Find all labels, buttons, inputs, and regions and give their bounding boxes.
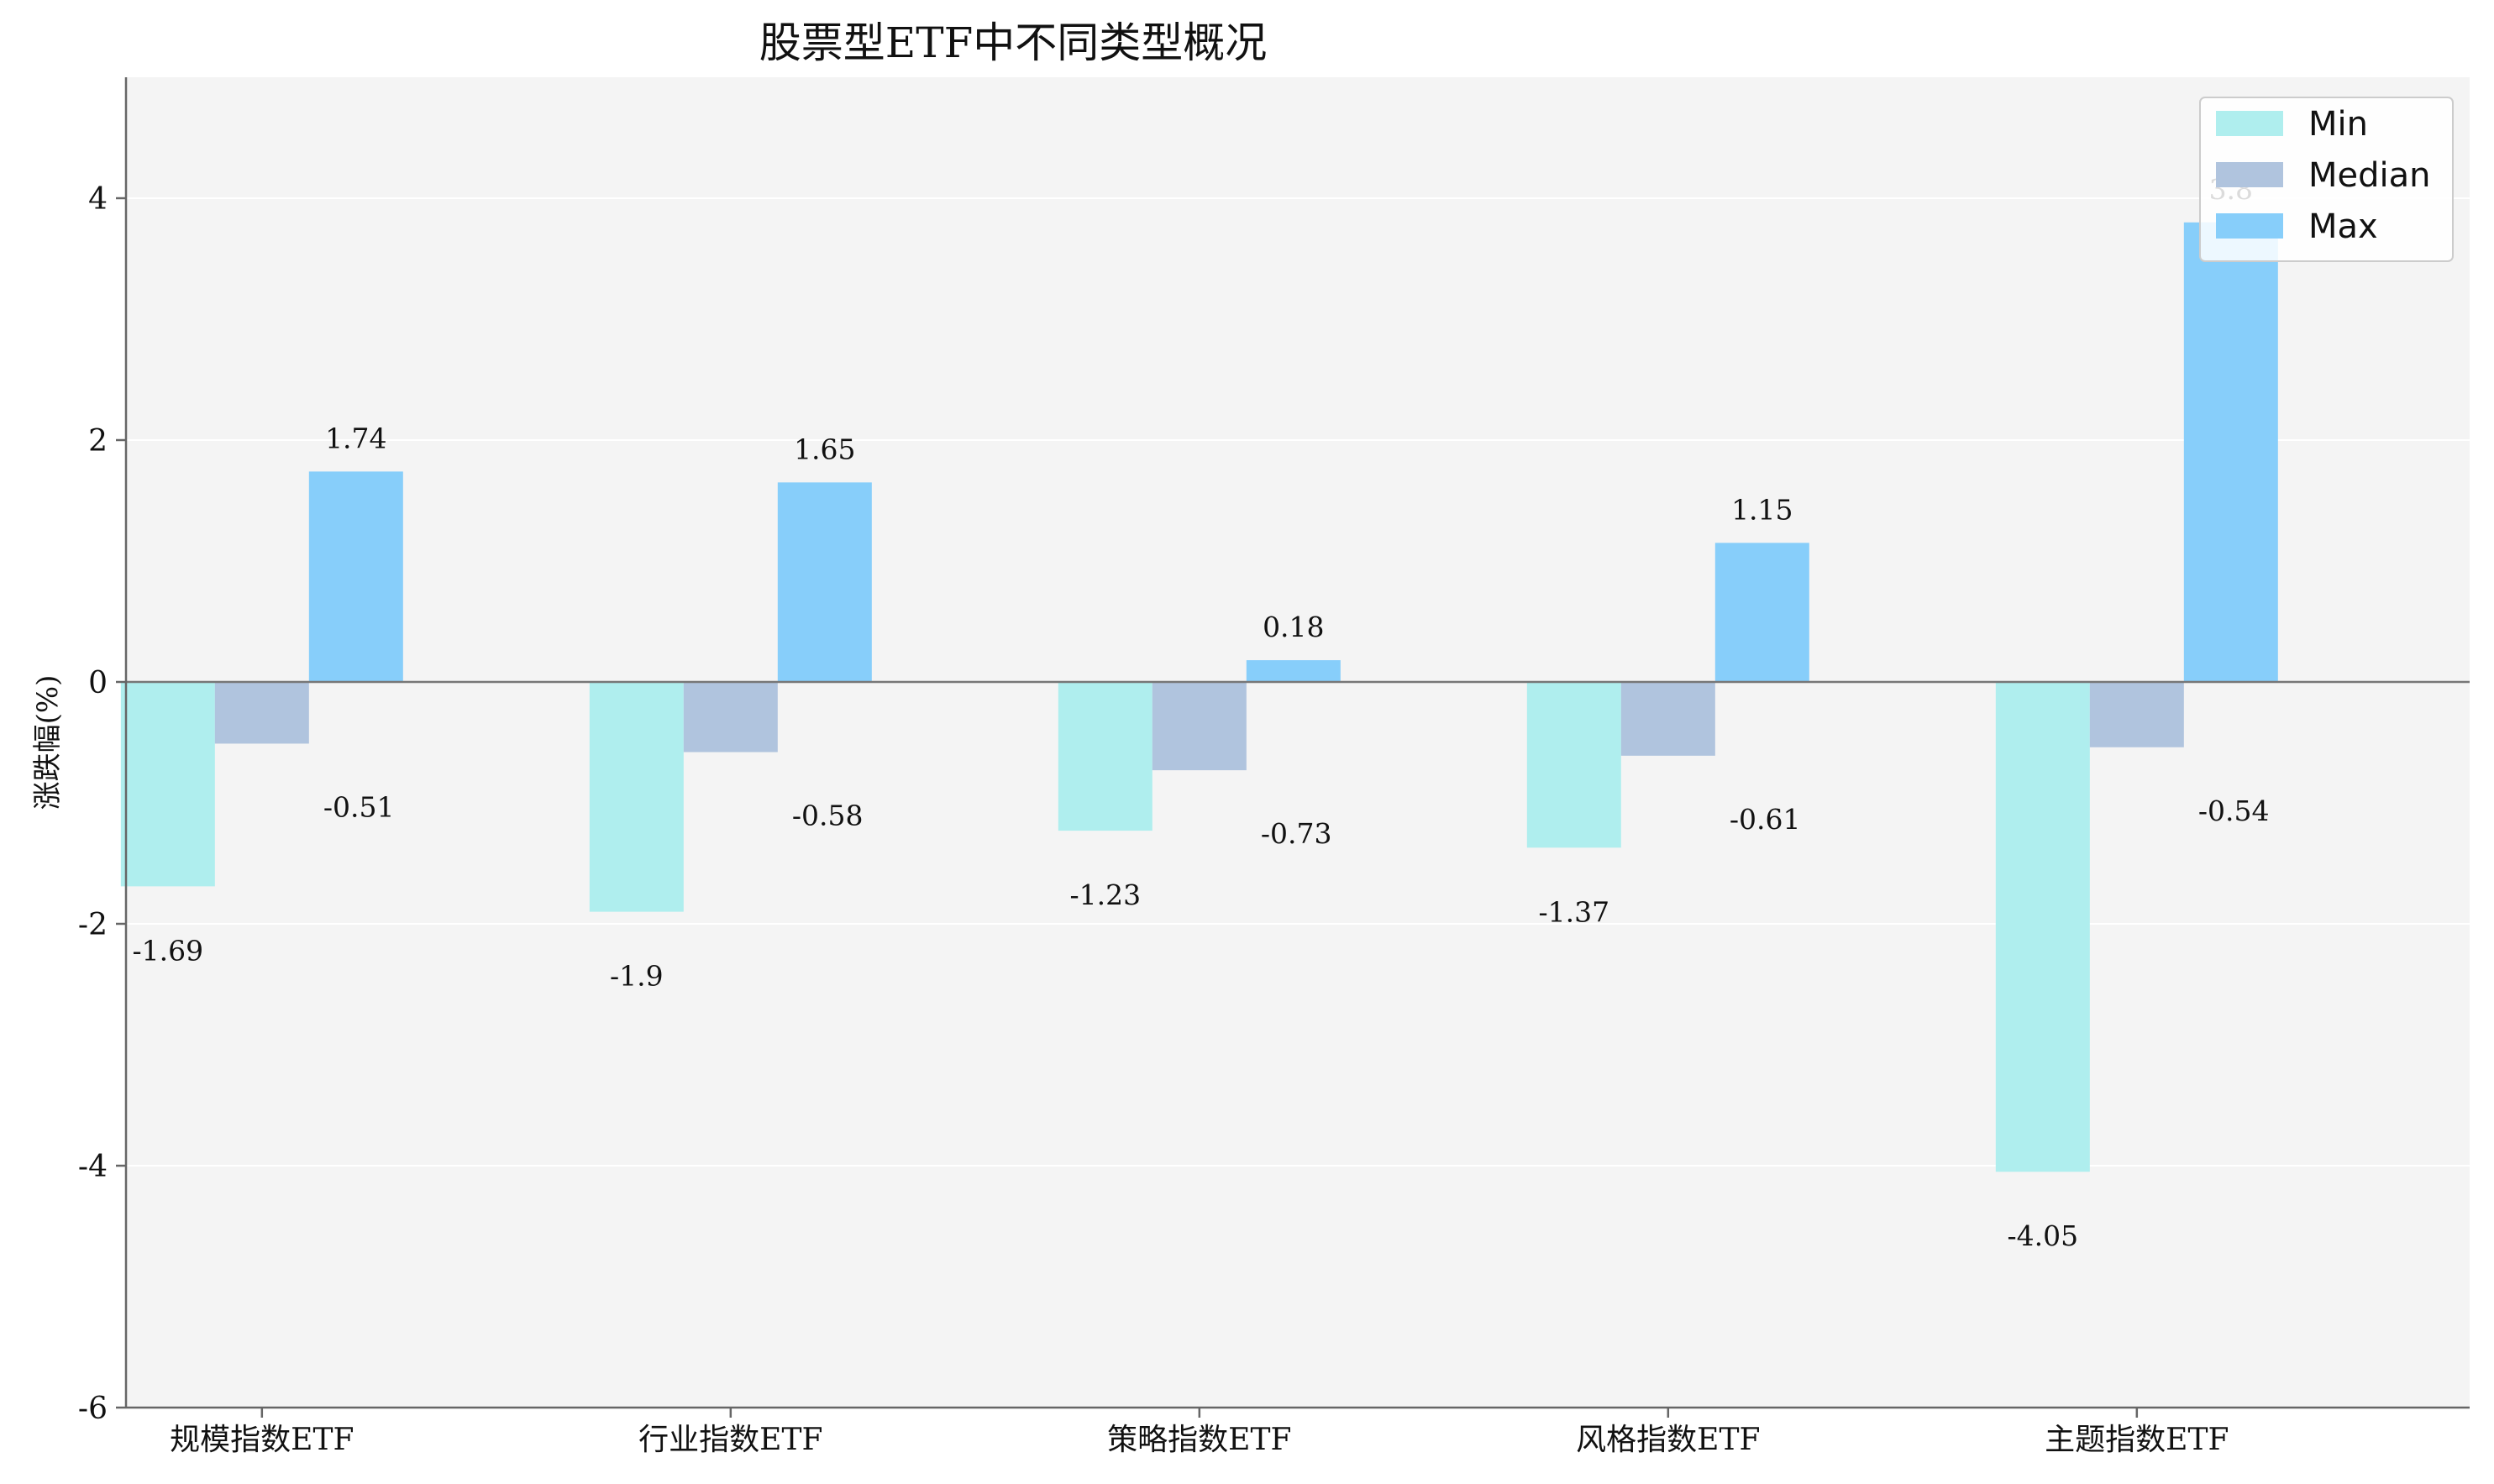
data-label: -1.23: [1069, 878, 1141, 911]
data-label: -4.05: [2007, 1219, 2078, 1252]
legend: Min Median Max: [2199, 97, 2454, 262]
y-tick-label: -6: [78, 1392, 108, 1426]
bar-median: [1620, 682, 1715, 756]
y-tick-label: 0: [88, 666, 108, 700]
chart-title: 股票型ETF中不同类型概况: [759, 18, 1268, 67]
data-label: -0.58: [792, 800, 864, 832]
x-tick-label: 主题指数ETF: [2045, 1423, 2229, 1457]
y-tick-label: -2: [78, 908, 108, 942]
y-tick-label: 4: [88, 182, 108, 217]
y-axis-label: 涨跌幅(%): [31, 675, 65, 810]
data-label: 1.65: [794, 433, 855, 465]
x-tick-label: 规模指数ETF: [170, 1423, 354, 1457]
legend-swatch-max: [2216, 213, 2283, 239]
bar-min: [1526, 682, 1621, 848]
bar-max: [2183, 222, 2278, 682]
data-label: 1.74: [325, 422, 386, 454]
bar-max: [777, 482, 872, 682]
x-ticks: 规模指数ETF 行业指数ETF 策略指数ETF 风格指数ETF 主题指数ETF: [170, 1408, 2229, 1457]
bar-max: [1714, 543, 1809, 682]
y-tick-label: -4: [78, 1150, 108, 1184]
data-label: -0.61: [1730, 803, 1801, 836]
data-label: -0.51: [323, 790, 395, 823]
data-label: -1.9: [610, 960, 664, 993]
data-label: -1.69: [132, 934, 203, 967]
bar-min: [1995, 682, 2090, 1172]
data-labels: -1.69 -0.51 1.74 -1.9 -0.58 1.65 -1.23 -0.73 0.1…: [132, 173, 2269, 1252]
legend-label-min: Min: [2308, 105, 2368, 144]
bar-median: [683, 682, 778, 752]
data-label: -0.73: [1261, 817, 1332, 850]
bar-max: [1246, 660, 1341, 682]
bars: [120, 222, 2278, 1172]
x-tick-label: 行业指数ETF: [638, 1423, 822, 1457]
bar-median: [1152, 682, 1247, 771]
y-ticks: -6 -4 -2 0 2 4: [78, 182, 126, 1426]
bar-min: [589, 682, 684, 912]
data-label: 1.15: [1731, 493, 1793, 526]
legend-swatch-min: [2216, 111, 2283, 136]
bar-max: [308, 471, 403, 682]
bar-min: [1058, 682, 1152, 831]
x-tick-label: 风格指数ETF: [1576, 1423, 1760, 1457]
bar-median: [214, 682, 309, 744]
bar-median: [2089, 682, 2184, 747]
legend-label-median: Median: [2308, 156, 2431, 195]
x-tick-label: 策略指数ETF: [1107, 1423, 1291, 1457]
bar-min: [120, 682, 215, 887]
y-tick-label: 2: [88, 424, 108, 459]
legend-swatch-median: [2216, 162, 2283, 187]
legend-label-max: Max: [2308, 207, 2378, 246]
data-label: -0.54: [2198, 794, 2270, 827]
data-label: -1.37: [1538, 895, 1609, 928]
data-label: 0.18: [1263, 611, 1324, 643]
